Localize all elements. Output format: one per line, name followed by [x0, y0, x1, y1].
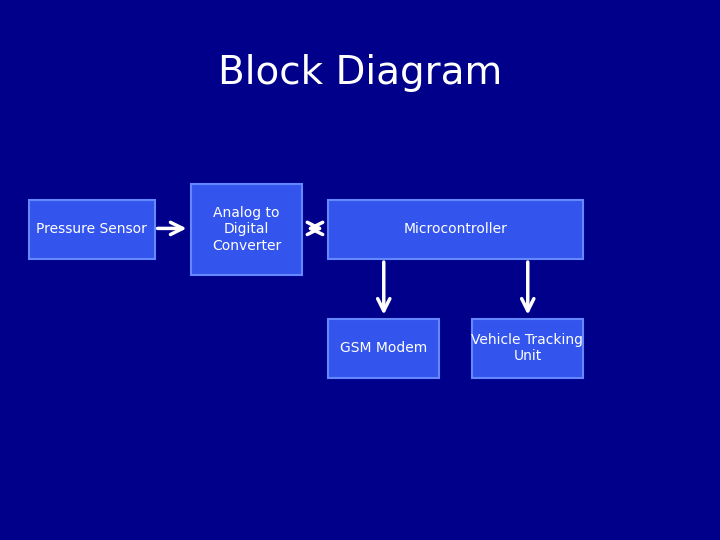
- Text: GSM Modem: GSM Modem: [340, 341, 427, 355]
- Text: Analog to
Digital
Converter: Analog to Digital Converter: [212, 206, 282, 253]
- FancyBboxPatch shape: [328, 319, 439, 378]
- Text: Block Diagram: Block Diagram: [218, 54, 502, 92]
- FancyBboxPatch shape: [29, 200, 155, 259]
- FancyBboxPatch shape: [328, 200, 583, 259]
- Text: Microcontroller: Microcontroller: [403, 222, 508, 237]
- Text: Pressure Sensor: Pressure Sensor: [37, 222, 147, 237]
- FancyBboxPatch shape: [472, 319, 583, 378]
- FancyBboxPatch shape: [191, 184, 302, 275]
- Text: Vehicle Tracking
Unit: Vehicle Tracking Unit: [472, 333, 583, 363]
